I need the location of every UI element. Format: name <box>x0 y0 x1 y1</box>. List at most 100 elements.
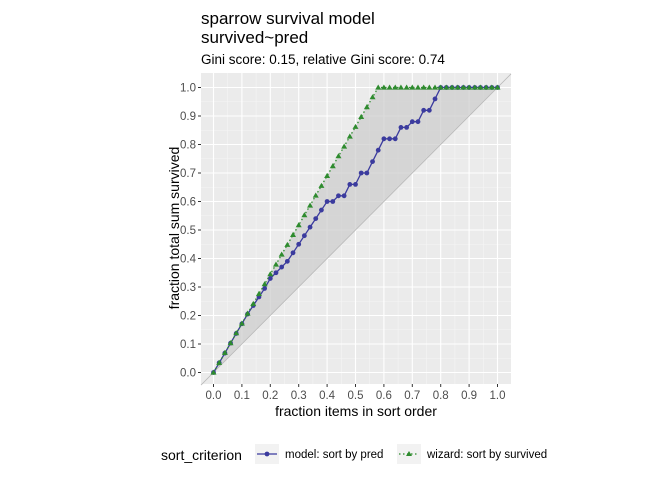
data-point <box>381 136 387 142</box>
legend-label: model: sort by pred <box>285 449 383 461</box>
data-point <box>409 119 415 125</box>
data-point <box>364 170 370 176</box>
data-point <box>318 182 325 188</box>
data-point <box>380 84 387 90</box>
data-point <box>221 349 228 355</box>
data-point <box>363 104 370 110</box>
data-point <box>415 119 421 125</box>
data-point <box>336 193 341 199</box>
data-point <box>341 143 348 149</box>
x-tick-label: 0.5 <box>348 390 364 402</box>
x-tick-label: 0.3 <box>291 390 307 402</box>
y-tick-label: 0.0 <box>180 368 196 380</box>
data-point <box>426 107 432 113</box>
legend-title: sort_criterion <box>161 447 242 463</box>
data-point <box>290 250 296 256</box>
data-point <box>295 222 302 228</box>
data-point <box>414 84 421 90</box>
data-point <box>272 261 279 267</box>
x-tick-label: 0.1 <box>234 390 250 402</box>
x-tick-label: 0.6 <box>376 390 392 402</box>
y-tick-label: 0.6 <box>180 197 196 209</box>
x-axis-ticks: 0.0 0.1 0.2 0.3 0.4 0.5 0.6 0.7 0.8 0.9 1.0 <box>206 384 506 402</box>
data-point <box>216 359 223 365</box>
data-point <box>432 96 438 102</box>
data-point <box>369 94 376 100</box>
y-tick-label: 0.1 <box>180 339 196 351</box>
data-point <box>290 231 297 237</box>
data-point <box>437 84 444 90</box>
x-tick-label: 0.4 <box>319 390 336 402</box>
series-line <box>212 86 498 373</box>
data-point <box>421 107 427 113</box>
data-point <box>261 281 268 287</box>
data-point <box>358 170 364 176</box>
data-point <box>244 310 251 316</box>
y-tick-label: 0.2 <box>180 311 196 323</box>
data-point <box>341 193 347 199</box>
data-point <box>329 163 336 169</box>
chart-subtitle: Gini score: 0.15, relative Gini score: 0… <box>201 52 445 67</box>
gini-area <box>200 73 512 386</box>
data-point <box>392 84 399 90</box>
data-point <box>238 320 245 326</box>
data-point <box>307 202 314 208</box>
data-point <box>319 207 324 213</box>
data-point <box>358 113 365 119</box>
data-point <box>267 276 273 281</box>
series-layer <box>210 84 501 375</box>
chart-title-formula: survived~pred <box>201 28 308 47</box>
y-tick-label: 0.5 <box>180 225 196 237</box>
x-tick-label: 1.0 <box>490 390 506 402</box>
legend-label: wizard: sort by survived <box>426 449 547 461</box>
data-point <box>370 159 375 165</box>
data-point <box>488 84 495 90</box>
data-point <box>347 182 353 187</box>
data-point <box>409 84 416 90</box>
data-point <box>210 369 217 375</box>
legend: sort_criterion model: sort by pred wizard… <box>161 444 547 464</box>
x-tick-label: 0.2 <box>262 390 278 402</box>
data-point <box>494 84 501 90</box>
y-tick-label: 0.8 <box>180 140 196 152</box>
data-point <box>279 264 285 270</box>
data-point <box>375 147 381 153</box>
data-point <box>307 224 313 230</box>
y-tick-label: 0.9 <box>180 111 196 123</box>
data-point <box>346 133 353 139</box>
data-point <box>466 84 473 90</box>
data-point <box>460 84 467 90</box>
data-point <box>324 199 330 204</box>
data-point <box>386 84 393 90</box>
data-point <box>398 125 404 130</box>
data-point <box>296 241 302 247</box>
data-point <box>454 84 461 90</box>
data-point <box>255 290 262 296</box>
data-point <box>267 271 274 277</box>
x-tick-label: 0.0 <box>206 390 222 402</box>
data-point <box>233 330 240 336</box>
legend-item-model: model: sort by pred <box>255 444 383 464</box>
data-point <box>426 84 433 90</box>
x-tick-label: 0.8 <box>433 390 449 402</box>
chart-title: sparrow survival model <box>201 9 375 28</box>
data-point <box>483 84 490 90</box>
data-point <box>227 340 234 346</box>
y-tick-label: 0.7 <box>180 168 196 180</box>
data-point <box>250 300 257 306</box>
data-point <box>324 172 331 178</box>
data-point <box>397 84 404 90</box>
data-point <box>284 258 290 264</box>
data-point <box>404 125 410 130</box>
data-point <box>313 216 319 222</box>
data-point <box>335 153 342 159</box>
data-point <box>301 212 308 218</box>
data-point <box>353 182 358 187</box>
data-point <box>471 84 478 90</box>
data-point <box>432 84 439 90</box>
x-axis-label: fraction items in sort order <box>275 403 437 419</box>
y-tick-label: 0.3 <box>180 282 196 294</box>
data-point <box>262 286 268 291</box>
data-point <box>403 84 410 90</box>
